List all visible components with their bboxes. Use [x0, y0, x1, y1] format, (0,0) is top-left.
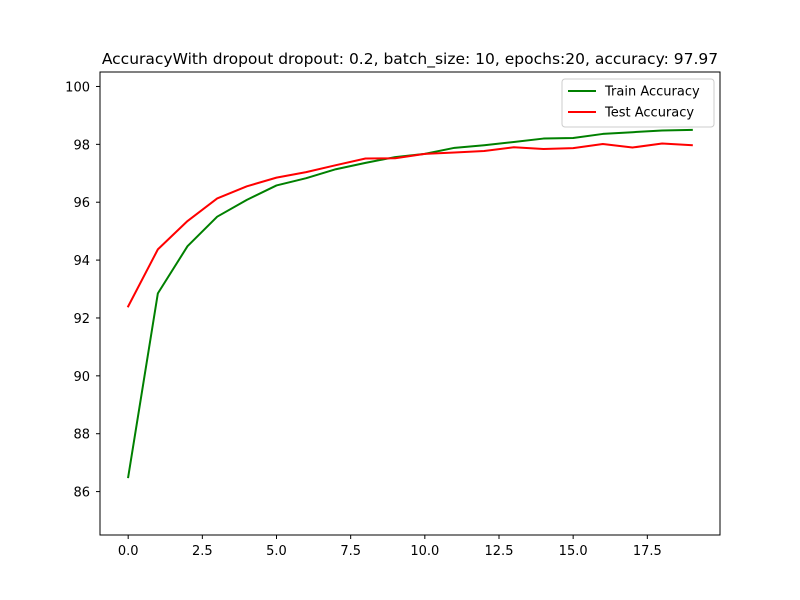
- y-tick-label: 86: [73, 486, 90, 501]
- chart-title: AccuracyWith dropout dropout: 0.2, batch…: [102, 50, 718, 69]
- train-accuracy-line: [127, 128, 693, 479]
- x-tick-label: 10.0: [410, 544, 439, 559]
- legend: Train Accuracy Test Accuracy: [561, 78, 715, 128]
- y-tick-label: 88: [73, 428, 90, 443]
- x-tick-label: 0.0: [118, 544, 139, 559]
- test-accuracy-line: [126, 142, 693, 308]
- y-tick-label: 100: [65, 80, 90, 95]
- y-tick-label: 98: [73, 138, 90, 153]
- axes-frame: [99, 71, 721, 536]
- x-axis: 0.0 2.5 5.0 7.5 10.0 12.5 15.0 17.5: [118, 535, 662, 559]
- x-tick-label: 5.0: [266, 544, 287, 559]
- x-tick-label: 15.0: [559, 544, 588, 559]
- y-axis: 86 88 90 92 94 96 98 100: [65, 80, 100, 501]
- y-tick-label: 96: [73, 196, 90, 211]
- x-tick-label: 7.5: [340, 544, 361, 559]
- legend-label: Train Accuracy: [604, 85, 700, 100]
- legend-box: [561, 78, 715, 128]
- y-tick-label: 92: [73, 312, 90, 327]
- y-tick-label: 90: [73, 370, 90, 385]
- x-tick-label: 17.5: [633, 544, 662, 559]
- x-tick-label: 2.5: [192, 544, 213, 559]
- x-tick-label: 12.5: [485, 544, 514, 559]
- series-layer: [126, 128, 693, 479]
- y-tick-label: 94: [73, 254, 90, 269]
- legend-label: Test Accuracy: [604, 106, 694, 121]
